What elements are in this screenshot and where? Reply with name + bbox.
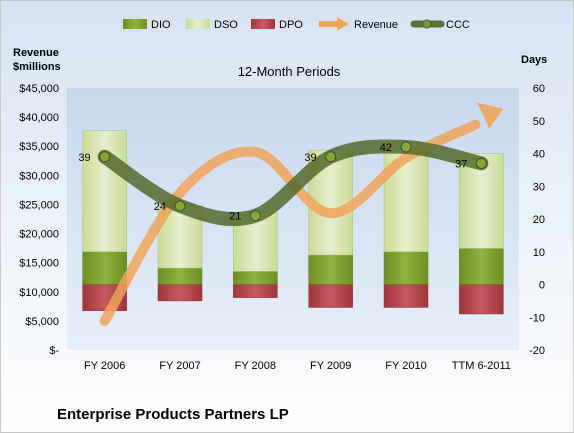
bar-dio — [157, 267, 203, 285]
y-left-tick-label: $45,000 — [19, 83, 59, 95]
legend-label-dio: DIO — [151, 19, 171, 31]
y-left-title-line1: Revenue — [13, 47, 59, 59]
plot-area — [67, 88, 519, 350]
y-right-tick-label: 50 — [533, 116, 545, 128]
ccc-marker — [325, 151, 337, 163]
y-right-tick-label: 40 — [533, 149, 545, 161]
bar-dio — [459, 248, 504, 285]
bar-dpo — [157, 284, 203, 302]
y-right-tick-label: 10 — [533, 247, 545, 259]
y-left-tick-label: $40,000 — [19, 112, 59, 124]
bar-dpo — [459, 284, 504, 315]
y-right-tick-label: 60 — [533, 83, 545, 95]
x-category-label: FY 2008 — [235, 360, 276, 372]
y-right-title: Days — [521, 54, 547, 66]
y-right-tick-label: 20 — [533, 214, 545, 226]
bar-dpo — [383, 284, 429, 308]
y-left-tick-label: $5,000 — [25, 316, 59, 328]
ccc-data-label: 21 — [229, 211, 241, 223]
legend-label-ccc: CCC — [446, 19, 470, 31]
y-right-tick-label: 30 — [533, 181, 545, 193]
y-left-tick-label: $15,000 — [19, 258, 59, 270]
ccc-marker — [174, 200, 186, 212]
bar-dio — [82, 251, 127, 285]
legend-swatch-ccc — [410, 19, 445, 29]
y-left-tick-label: $10,000 — [19, 287, 59, 299]
legend-label-revenue: Revenue — [354, 19, 398, 31]
bar-dio — [383, 251, 429, 285]
x-category-label: FY 2009 — [310, 360, 351, 372]
ccc-data-label: 39 — [78, 152, 90, 164]
ccc-data-label: 42 — [380, 142, 392, 154]
legend-swatch-dso — [186, 19, 210, 29]
ccc-marker — [475, 157, 487, 169]
ccc-marker — [249, 210, 261, 222]
legend-label-dpo: DPO — [279, 19, 303, 31]
y-left-tick-label: $35,000 — [19, 141, 59, 153]
ccc-data-label: 37 — [455, 158, 467, 170]
company-title: Enterprise Products Partners LP — [57, 406, 289, 423]
bar-dpo — [308, 284, 353, 308]
y-right-tick-label: 0 — [539, 280, 545, 292]
ccc-marker — [400, 141, 412, 153]
ccc-data-label: 24 — [154, 201, 166, 213]
legend-label-dso: DSO — [214, 19, 238, 31]
bar-dso — [82, 130, 127, 252]
bar-dpo — [233, 284, 278, 298]
bar-dio — [308, 254, 353, 285]
legend-swatch-revenue — [319, 17, 349, 31]
y-left-title-line2: $millions — [13, 61, 61, 73]
y-left-tick-label: $20,000 — [19, 229, 59, 241]
y-left-tick-label: $- — [49, 345, 59, 357]
y-right-tick-label: -20 — [529, 345, 545, 357]
revenue-line-path — [99, 119, 481, 326]
legend: DIO DSO DPO Revenue CCC — [123, 17, 470, 31]
x-category-label: FY 2007 — [159, 360, 200, 372]
bar-dio — [233, 271, 278, 285]
y-left-tick-label: $30,000 — [19, 170, 59, 182]
x-category-label: FY 2006 — [84, 360, 125, 372]
y-right-tick-label: -10 — [529, 312, 545, 324]
y-left-tick-label: $25,000 — [19, 199, 59, 211]
legend-swatch-dpo — [251, 19, 275, 29]
chart-subtitle: 12-Month Periods — [238, 64, 341, 79]
x-category-label: TTM 6-2011 — [452, 360, 511, 372]
legend-swatch-dio — [123, 19, 147, 29]
x-category-label: FY 2010 — [385, 360, 426, 372]
ccc-marker — [99, 151, 111, 163]
ccc-data-label: 39 — [304, 152, 316, 164]
revenue-arrowhead — [477, 102, 504, 129]
